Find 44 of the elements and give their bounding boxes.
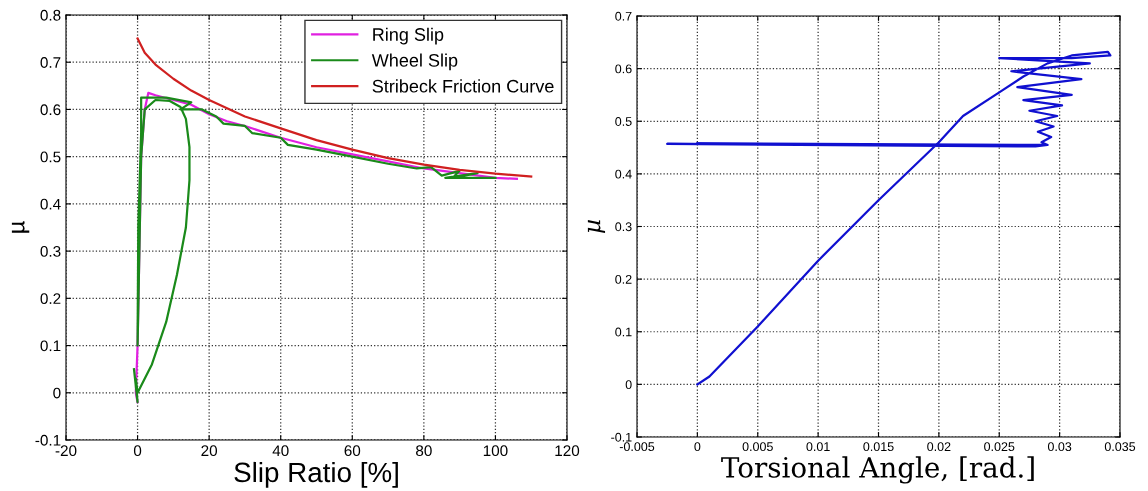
- y-tick-label: 0.1: [40, 340, 61, 352]
- x-tick-label: 0: [133, 445, 142, 457]
- y-tick-label: 0: [53, 387, 61, 399]
- y-tick-label: 0.6: [40, 104, 61, 116]
- legend-label: Ring Slip: [373, 27, 444, 45]
- x-tick-label: 120: [555, 445, 580, 457]
- y-tick-label: 0.5: [40, 151, 61, 163]
- legend-label: Wheel Slip: [371, 53, 458, 71]
- x-tick-label: 20: [201, 445, 218, 457]
- y-tick-label: 0.4: [40, 198, 61, 210]
- y-tick-label: 0.7: [615, 11, 632, 21]
- x-tick-label: -0.005: [619, 442, 655, 452]
- x-tick-label: 0.01: [806, 442, 830, 452]
- x-tick-label: 0.015: [863, 442, 894, 452]
- x-tick-label: 0.03: [1047, 442, 1072, 452]
- y-tick-label: 0.6: [615, 64, 632, 74]
- y-tick-label: 0.3: [40, 245, 61, 257]
- y-tick-label: 0.2: [615, 274, 632, 284]
- y-tick-label: 0.1: [615, 327, 632, 337]
- x-tick-label: 100: [483, 445, 508, 457]
- x-tick-label: -20: [55, 445, 77, 457]
- y-axis-title: µ: [587, 220, 606, 234]
- x-axis-title: Slip Ratio [%]: [234, 461, 398, 488]
- y-tick-label: -0.1: [35, 434, 61, 446]
- x-tick-label: 0.025: [984, 442, 1015, 452]
- x-tick-label: 60: [344, 445, 361, 457]
- x-tick-label: 0: [694, 442, 701, 452]
- y-tick-label: -0.1: [611, 432, 632, 442]
- line-series: [666, 50, 1112, 386]
- y-axis-title: µ: [11, 221, 30, 233]
- y-tick-label: 0.2: [40, 293, 61, 305]
- y-tick-label: 0.3: [615, 222, 632, 232]
- x-tick-label: 0.005: [742, 442, 773, 452]
- y-tick-label: 0.4: [615, 169, 632, 179]
- x-tick-label: 40: [272, 445, 289, 457]
- x-axis-title: Torsional Angle, [rad.]: [721, 456, 1034, 484]
- x-tick-label: 80: [416, 445, 432, 457]
- y-tick-label: 0: [625, 380, 632, 390]
- legend-label: Stribeck Friction Curve: [372, 79, 554, 93]
- y-tick-label: 0.7: [40, 57, 61, 68]
- y-tick-label: 0.8: [40, 9, 61, 21]
- x-tick-label: 0.02: [927, 442, 951, 452]
- x-tick-label: 0.035: [1104, 442, 1136, 452]
- y-tick-label: 0.5: [615, 117, 632, 126]
